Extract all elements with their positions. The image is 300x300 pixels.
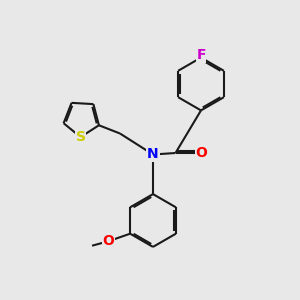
Text: O: O [103, 234, 115, 248]
Text: S: S [76, 130, 85, 144]
Text: O: O [196, 146, 208, 160]
Text: F: F [196, 48, 206, 62]
Text: N: N [147, 148, 159, 161]
